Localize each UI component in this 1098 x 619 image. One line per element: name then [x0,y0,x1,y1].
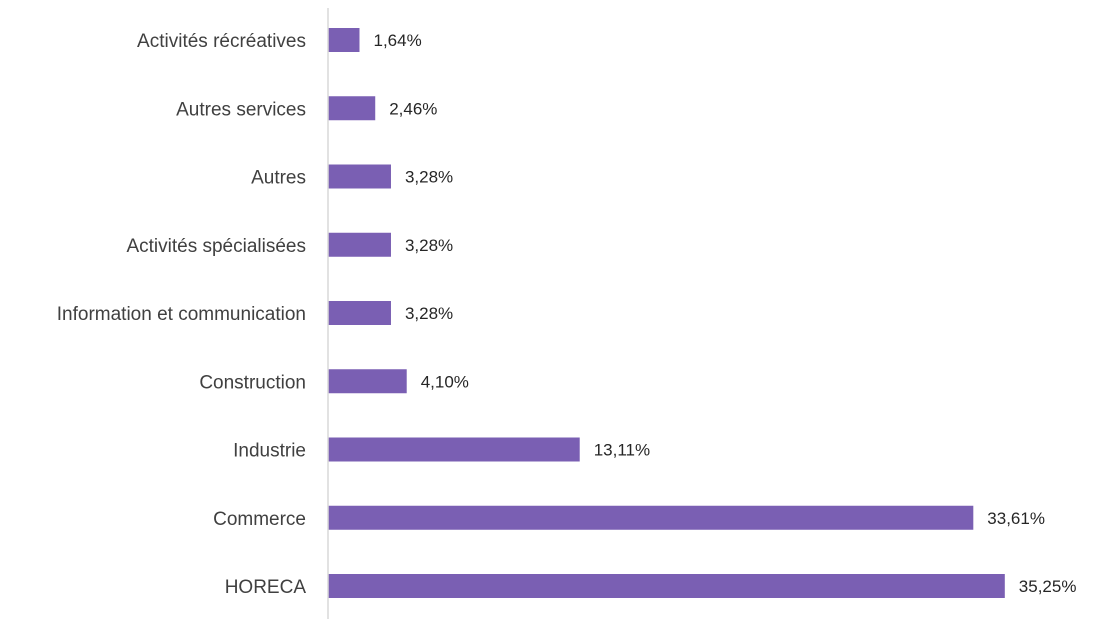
value-label: 3,28% [405,168,453,187]
category-label: Construction [199,372,306,393]
bar [328,232,391,257]
bar [328,505,974,530]
bars-layer [328,28,1005,598]
bar [328,574,1005,598]
bar [328,28,360,52]
category-label: Commerce [213,509,306,530]
category-label: HORECA [225,577,307,598]
category-label: Industrie [233,441,306,462]
category-label: Information et communication [57,304,306,325]
value-label: 4,10% [421,372,469,391]
category-label: Autres services [176,99,306,120]
value-label: 3,28% [405,304,453,323]
category-label: Activités récréatives [137,31,306,52]
bar [328,96,376,121]
value-label: 13,11% [594,441,650,460]
category-label: Autres [251,168,306,189]
value-label: 35,25% [1019,577,1077,596]
value-label: 1,64% [373,31,421,50]
bar [328,301,391,325]
value-label: 2,46% [389,99,437,118]
labels-layer: Activités récréatives 1,64% Autres service… [57,31,1077,598]
bar [328,164,391,189]
category-label: Activités spécialisées [126,236,306,257]
bar [328,369,407,394]
bar [328,437,580,462]
value-label: 3,28% [405,236,453,255]
value-label: 33,61% [987,509,1045,528]
